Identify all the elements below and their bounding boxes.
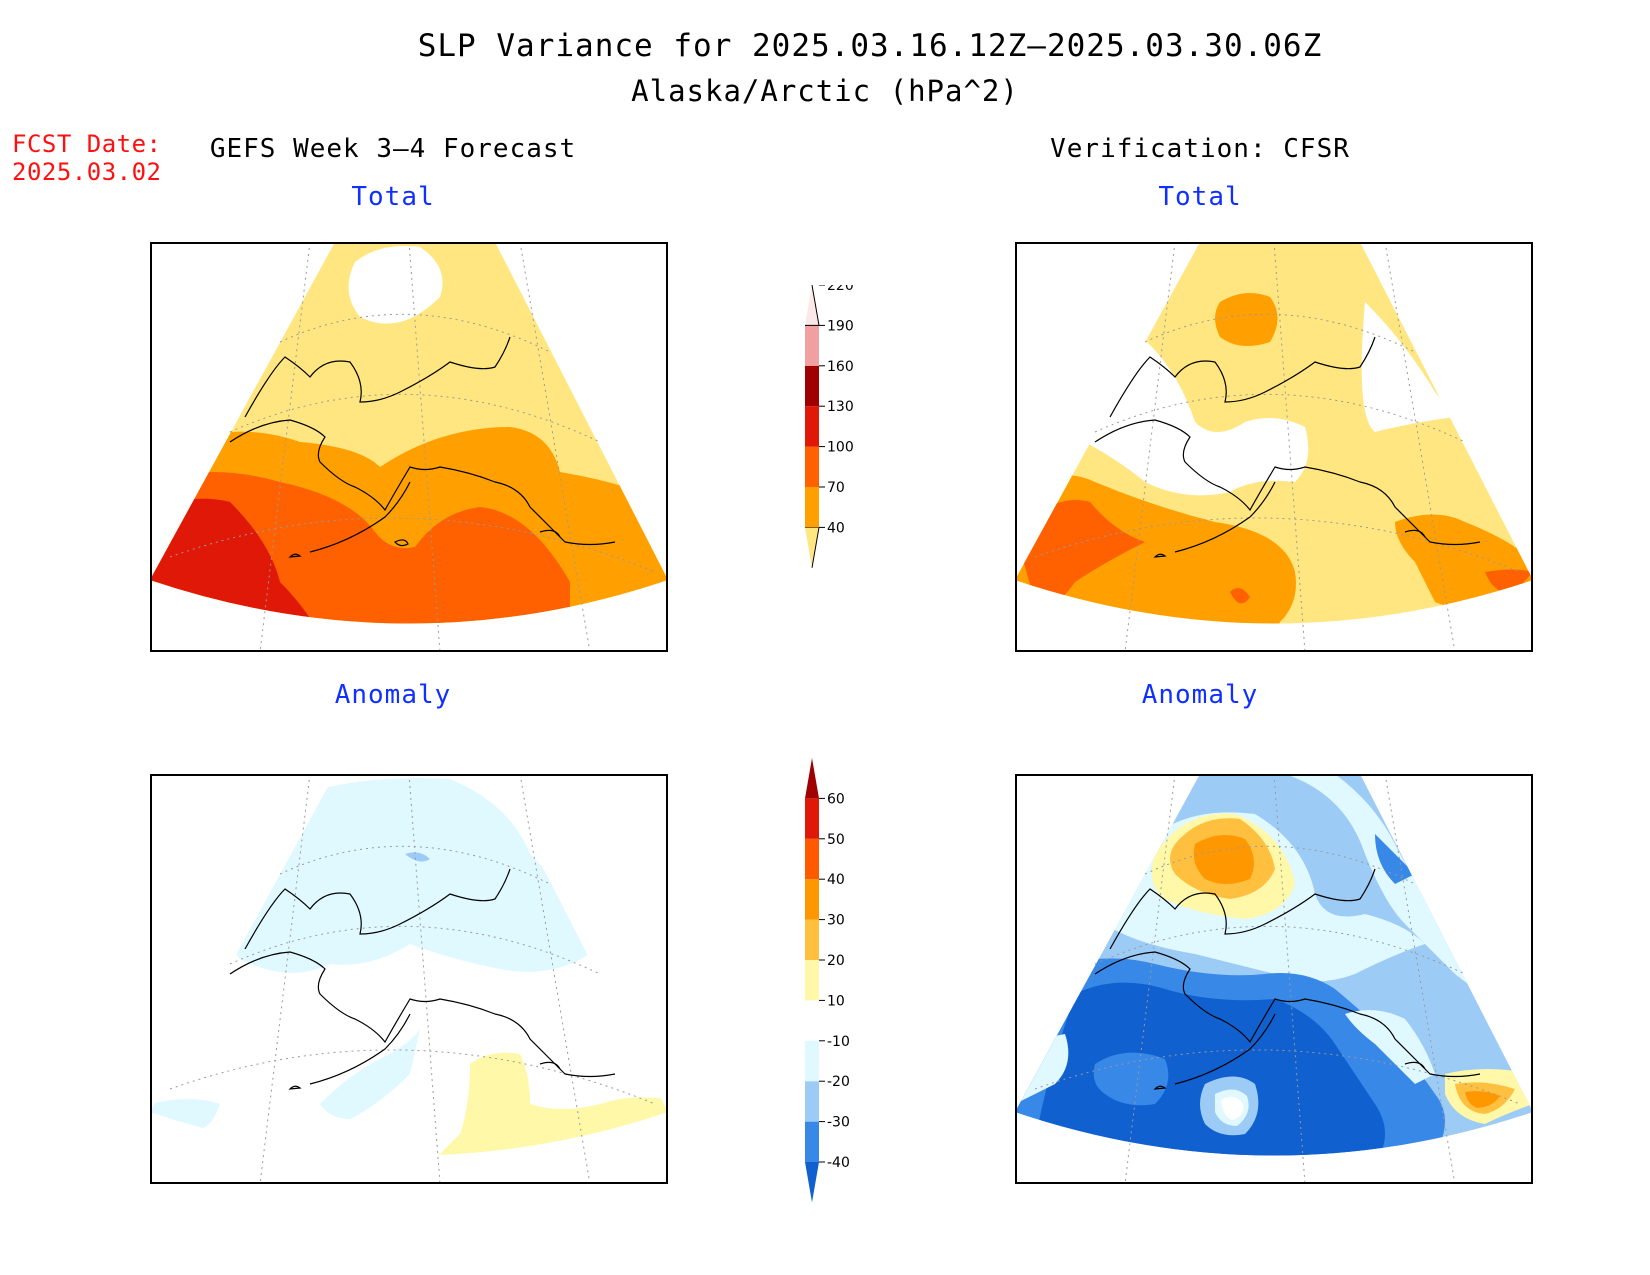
colorbar-segment bbox=[805, 960, 819, 1001]
colorbar-segment bbox=[805, 325, 819, 366]
colorbar-tick-label: 60 bbox=[827, 791, 845, 807]
colorbar-tick-label: 70 bbox=[827, 480, 845, 496]
colorbar-segment bbox=[805, 1121, 819, 1162]
colorbar-segment bbox=[805, 838, 819, 880]
panel-label-forecast-total: Total bbox=[351, 182, 435, 212]
colorbar-tick-label: 160 bbox=[827, 359, 854, 375]
chart-title: SLP Variance for 2025.03.16.12Z–2025.03.… bbox=[417, 28, 1323, 64]
colorbar-tick-label: -20 bbox=[827, 1074, 850, 1090]
coastline bbox=[1094, 868, 1481, 1090]
fcst-date-value: 2025.03.02 bbox=[12, 158, 162, 186]
colorbar-segment bbox=[805, 406, 819, 447]
colorbar-tick-label: 30 bbox=[827, 913, 845, 929]
colorbar-segment bbox=[805, 919, 819, 960]
colorbar-tick-label: 100 bbox=[827, 440, 854, 456]
map-forecast-total bbox=[150, 242, 668, 652]
panel-label-verification-anomaly: Anomaly bbox=[1141, 680, 1259, 710]
colorbar-anomaly: -40 -30 -20 -10 10 20 30 40 50 60 bbox=[805, 758, 850, 1203]
colorbar-tick-label: 50 bbox=[827, 832, 845, 848]
map-frame-forecast-anomaly bbox=[150, 774, 668, 1184]
coastline bbox=[1094, 336, 1481, 558]
graticule bbox=[1034, 242, 1521, 652]
colorbar-tick-label: -10 bbox=[827, 1034, 850, 1050]
colorbar-segment bbox=[805, 1081, 819, 1122]
coastline bbox=[229, 336, 616, 558]
colorbar-segment bbox=[805, 879, 819, 920]
colorbar-segment bbox=[805, 758, 819, 799]
graticule bbox=[1034, 774, 1521, 1184]
colorbar-segment bbox=[805, 446, 819, 487]
colorbar-segment bbox=[805, 1162, 819, 1203]
colorbar-segment bbox=[805, 526, 820, 568]
colorbar-segment bbox=[805, 1000, 819, 1041]
colorbar-segment bbox=[805, 798, 819, 839]
map-verification-total bbox=[1015, 242, 1533, 652]
coastline bbox=[229, 868, 616, 1090]
colorbar-tick-label: -30 bbox=[827, 1115, 850, 1131]
column-title-forecast: GEFS Week 3–4 Forecast bbox=[209, 134, 577, 164]
colorbar-tick-label: 40 bbox=[827, 520, 845, 536]
colorbar-tick-label: 40 bbox=[827, 872, 845, 888]
chart-subtitle: Alaska/Arctic (hPa^2) bbox=[631, 74, 1019, 108]
colorbar-segment bbox=[805, 1040, 819, 1082]
colorbar-tick-label: 190 bbox=[827, 318, 854, 334]
panel-label-forecast-anomaly: Anomaly bbox=[334, 680, 452, 710]
colorbar-tick-label: -40 bbox=[827, 1155, 850, 1171]
panel-label-verification-total: Total bbox=[1158, 182, 1242, 212]
map-frame-verification-anomaly bbox=[1015, 774, 1533, 1184]
colorbar-tick-label: 130 bbox=[827, 399, 854, 415]
map-frame-verification-total bbox=[1015, 242, 1533, 652]
map-frame-forecast-total bbox=[150, 242, 668, 652]
map-verification-anomaly bbox=[1015, 774, 1533, 1184]
colorbar-total: 40 70 100 130 160 190 220 bbox=[805, 285, 854, 568]
graticule bbox=[169, 774, 656, 1184]
map-forecast-anomaly bbox=[150, 774, 668, 1184]
graticule bbox=[169, 242, 656, 652]
fcst-date-label: FCST Date: bbox=[12, 130, 162, 158]
colorbar-tick-label: 10 bbox=[827, 993, 845, 1009]
colorbar-tick-label: 20 bbox=[827, 953, 845, 969]
colorbar-tick-label: 220 bbox=[827, 285, 854, 294]
colorbar-segment bbox=[805, 365, 819, 407]
colorbar-segment bbox=[805, 285, 820, 326]
colorbar-segment bbox=[805, 487, 819, 528]
column-title-verification: Verification: CFSR bbox=[1050, 134, 1350, 164]
